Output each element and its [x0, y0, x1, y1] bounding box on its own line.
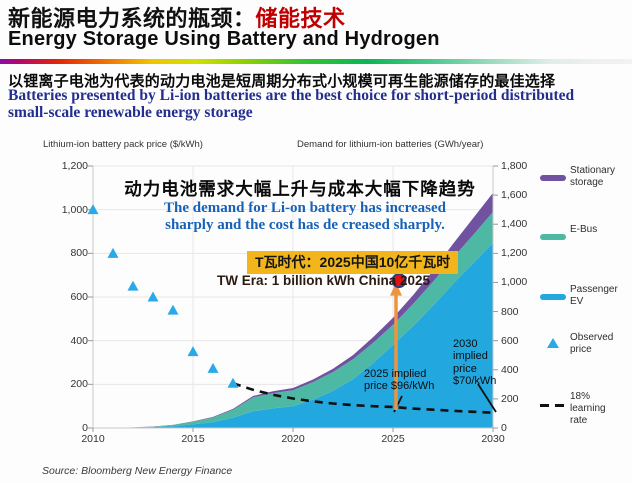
y-right-tick-label: 1,200: [501, 247, 528, 260]
x-tick-label: 2020: [281, 433, 305, 445]
y-right-tick-label: 1,000: [501, 276, 528, 289]
banner-en-line1: Batteries presented by Li-ion batteries …: [8, 87, 575, 104]
legend-item-stationary-storage: Stationary storage: [540, 165, 624, 189]
page-title-zh-accent: 储能技术: [255, 6, 346, 31]
chart-subtitle-line2: sharply and the cost has de creased shar…: [165, 216, 445, 233]
legend-label: 18% learning rate: [570, 391, 606, 427]
e-bus-swatch: [540, 234, 566, 240]
x-tick-label: 2025: [381, 433, 405, 445]
legend-item-observed-price: Observed price: [540, 332, 624, 356]
legend-swatch-cell: [540, 284, 570, 305]
implied-2030-line4: $70/kWh: [453, 374, 497, 387]
implied-price-2025-label: 2025 implied price $96/kWh: [364, 368, 434, 393]
stationary-storage-swatch: [540, 175, 566, 181]
legend-item-e-bus: E-Bus: [540, 224, 624, 245]
page-title-en: Energy Storage Using Battery and Hydroge…: [8, 28, 440, 50]
y-left-tick-label: 1,000: [61, 203, 88, 216]
observed-price-triangle-icon: [547, 338, 559, 348]
source-note: Source: Bloomberg New Energy Finance: [42, 465, 233, 477]
y-left-tick-label: 600: [70, 291, 88, 303]
x-tick-label: 2030: [481, 433, 505, 445]
right-axis-title: Demand for lithium-ion batteries (GWh/ye…: [297, 139, 484, 150]
y-right-tick-label: 400: [501, 363, 519, 376]
y-left-tick-label: 0: [82, 422, 88, 434]
y-left-tick-label: 1,200: [61, 160, 88, 172]
chart-subtitle-en: The demand for Li-on battery has increas…: [110, 200, 500, 234]
implied-price-2030-label: 2030 implied price $70/kWh: [453, 338, 496, 387]
page-title: 新能源电力系统的瓶颈：储能技术: [8, 1, 346, 33]
legend-swatch-cell: [540, 332, 570, 353]
legend-label: Observed price: [570, 332, 614, 356]
chart-subtitle-line1: The demand for Li-on battery has increas…: [164, 200, 446, 216]
banner-en-text: Batteries presented by Li-ion batteries …: [8, 87, 575, 121]
chart-title-zh: 动力电池需求大幅上升与成本大幅下降趋势: [124, 179, 476, 199]
learning-rate-dash-icon: [540, 403, 565, 407]
y-right-tick-label: 200: [501, 392, 519, 405]
y-left-tick-label: 400: [70, 334, 88, 347]
y-right-tick-label: 1,600: [501, 189, 528, 202]
y-right-tick-label: 1,800: [501, 160, 528, 172]
y-left-tick-label: 200: [70, 378, 88, 391]
implied-2030-line3: price: [453, 362, 477, 375]
implied-2030-line2: implied: [453, 350, 488, 363]
legend-swatch-cell: [540, 391, 570, 412]
page-title-zh: 新能源电力系统的瓶颈：: [8, 6, 256, 31]
implied-2025-line1: 2025 implied: [364, 368, 427, 380]
legend-label: Stationary storage: [570, 165, 616, 189]
legend-item-passenger-ev: Passenger EV: [540, 284, 624, 308]
legend-label: E-Bus: [570, 224, 598, 235]
y-right-tick-label: 0: [501, 422, 507, 434]
legend-swatch-cell: [540, 224, 570, 245]
y-right-tick-label: 800: [501, 305, 519, 318]
implied-2025-line2: price $96/kWh: [364, 380, 435, 393]
y-left-tick-label: 800: [70, 247, 88, 260]
x-tick-label: 2015: [181, 433, 205, 445]
banner-en-line2: small-scale renewable energy storage: [8, 103, 253, 121]
legend-label: Passenger EV: [570, 284, 618, 308]
passenger-ev-swatch: [540, 294, 566, 300]
rainbow-divider: [0, 59, 632, 64]
y-right-tick-label: 600: [501, 334, 519, 347]
x-tick-label: 2010: [81, 433, 105, 445]
y-right-tick-label: 1,400: [501, 218, 528, 231]
legend-swatch-cell: [540, 165, 570, 186]
left-axis-title: Lithium-ion battery pack price ($/kWh): [43, 139, 203, 150]
legend-item-learning-rate: 18% learning rate: [540, 391, 624, 428]
banner-zh-text: 以锂离子电池为代表的动力电池是短周期分布式小规模可再生能源储存的最佳选择: [8, 73, 556, 90]
milestone-highlight-zh: T瓦时代：2025中国10亿千瓦时: [247, 251, 459, 274]
milestone-en: TW Era: 1 billion kWh China 2025: [217, 273, 431, 288]
implied-2030-line1: 2030: [453, 338, 478, 350]
